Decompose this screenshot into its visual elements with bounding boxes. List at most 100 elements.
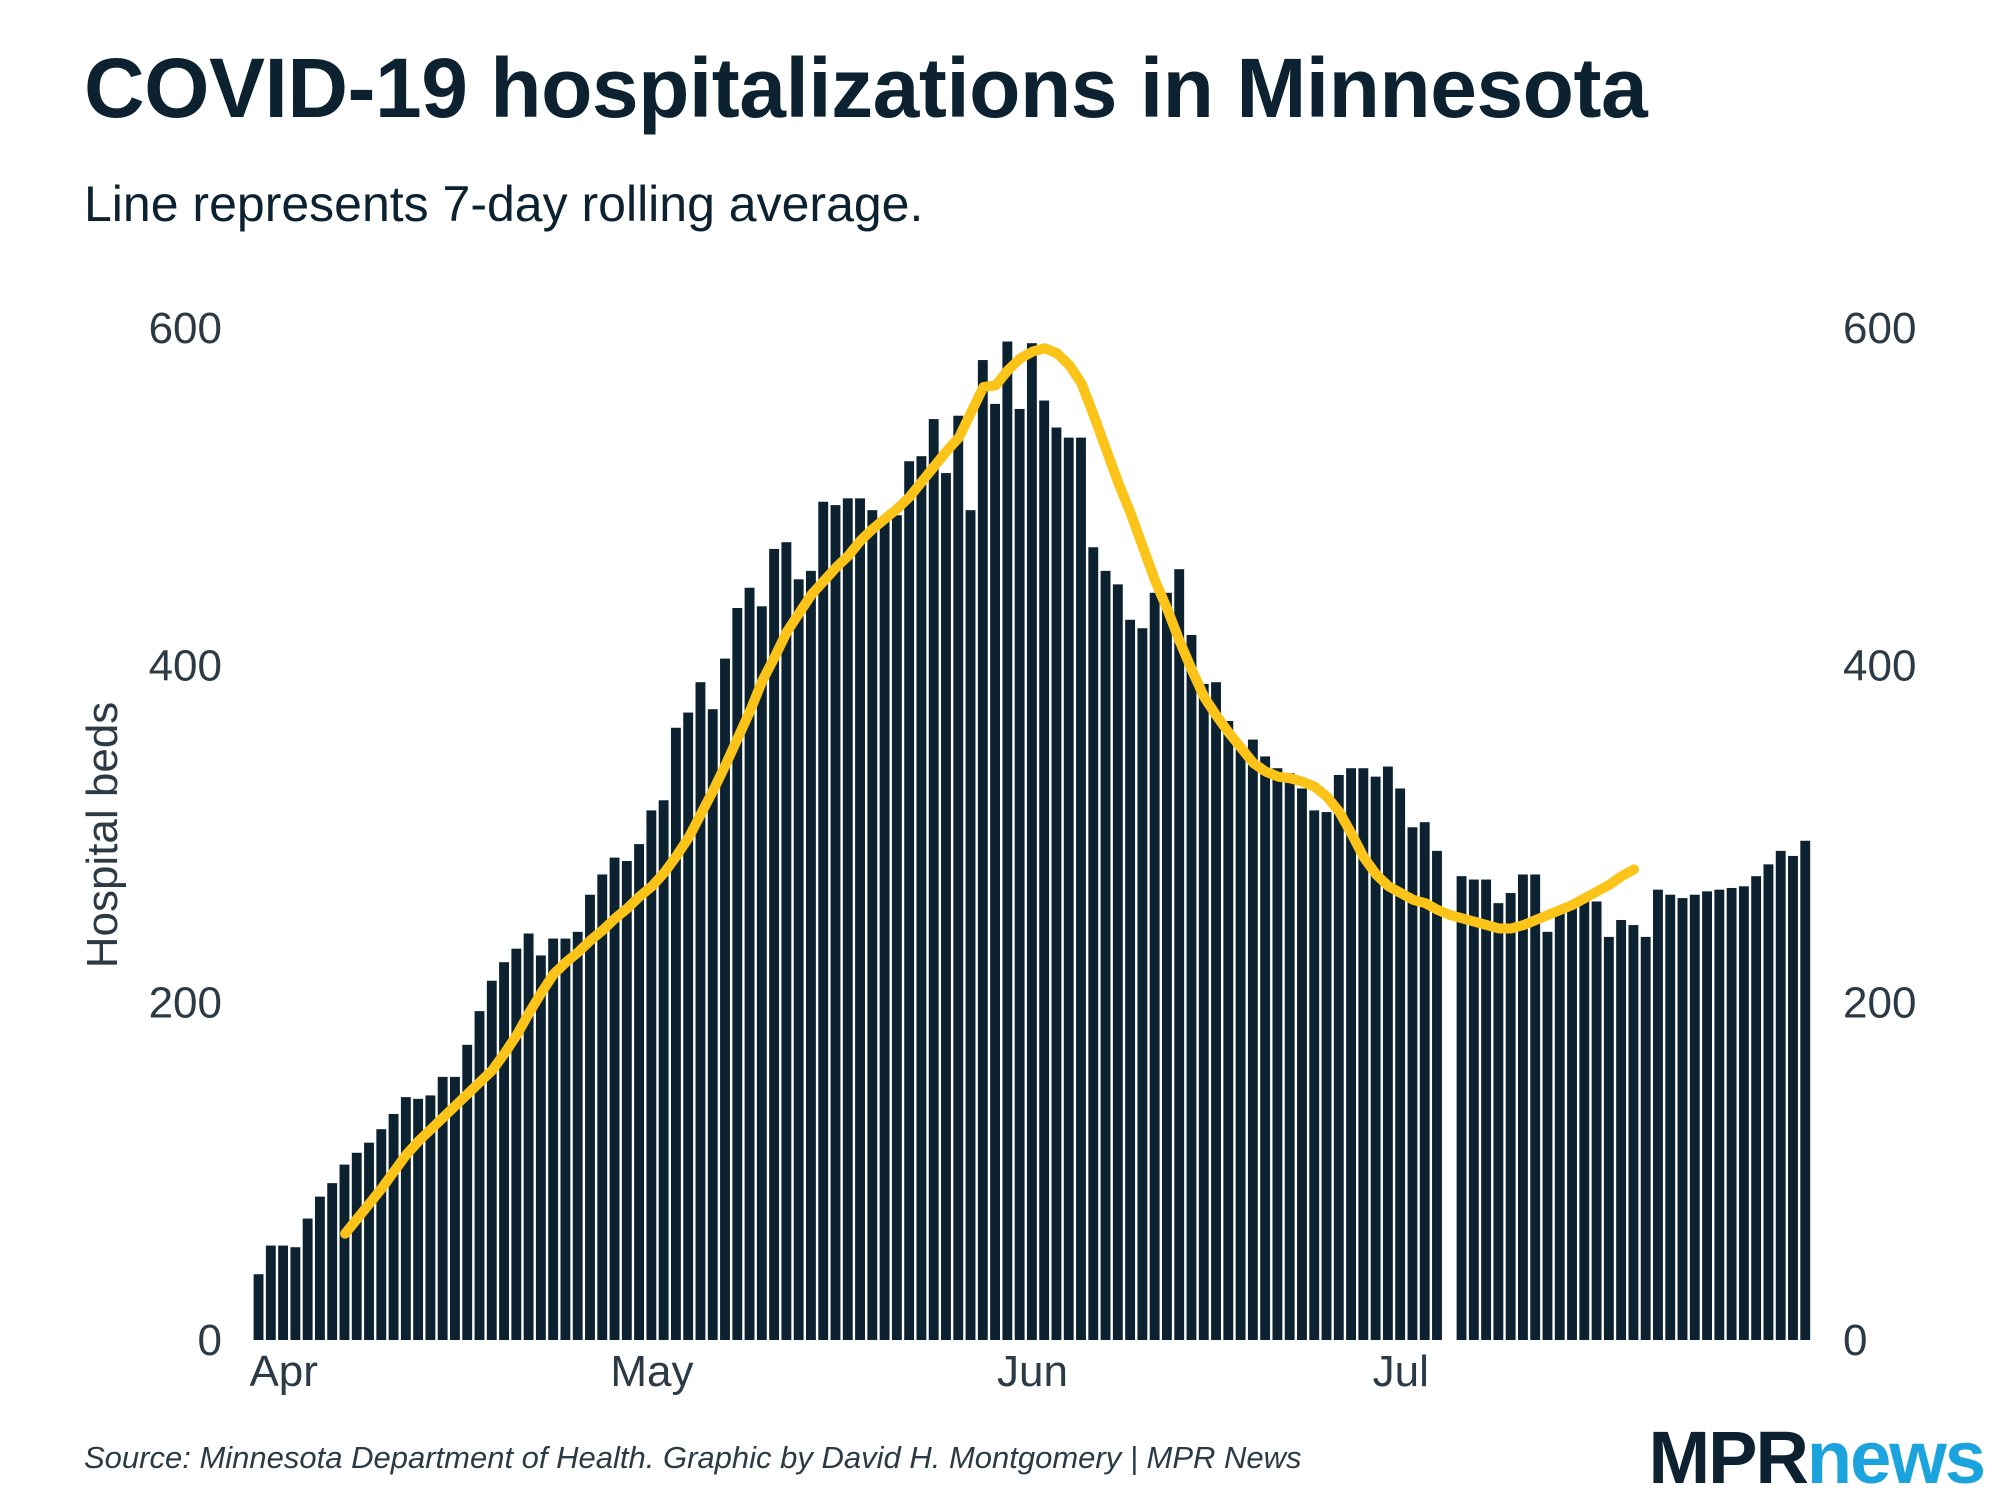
y-axis-label: Hospital beds: [78, 702, 127, 969]
bar: [732, 607, 743, 1340]
bar: [400, 1097, 411, 1340]
bar: [1186, 634, 1197, 1340]
bar: [658, 800, 669, 1340]
mpr-news-logo: MPRnews: [1648, 1415, 1986, 1500]
bar: [511, 948, 522, 1340]
chart-title: COVID-19 hospitalizations in Minnesota: [84, 41, 1648, 135]
bar: [683, 712, 694, 1340]
y-tick-label-right: 400: [1843, 641, 1916, 690]
bar: [720, 658, 730, 1340]
bar: [1800, 840, 1811, 1340]
x-tick-label: May: [610, 1347, 693, 1396]
bar: [793, 579, 804, 1340]
bar: [1039, 400, 1050, 1340]
bar: [916, 456, 927, 1340]
bar: [1063, 437, 1074, 1340]
bar: [842, 498, 853, 1341]
bar: [609, 857, 620, 1340]
bar: [1198, 683, 1209, 1340]
bar: [977, 360, 988, 1340]
bar: [450, 1076, 460, 1340]
bar: [867, 510, 878, 1340]
bar: [1775, 850, 1786, 1340]
bar: [1788, 855, 1798, 1340]
bar: [413, 1098, 424, 1340]
bar: [437, 1076, 448, 1340]
bar: [1689, 894, 1700, 1340]
bar: [1112, 584, 1123, 1340]
bar: [364, 1142, 374, 1340]
bar: [302, 1218, 313, 1340]
bar: [327, 1183, 338, 1340]
logo-mpr-text: MPR: [1648, 1416, 1808, 1499]
bar: [376, 1129, 387, 1340]
bar: [1542, 931, 1553, 1340]
bar: [1763, 864, 1774, 1340]
bars-group: [253, 341, 1811, 1341]
bar: [1223, 720, 1234, 1340]
bar: [523, 933, 534, 1340]
bar: [1358, 768, 1369, 1340]
bar: [1714, 889, 1725, 1340]
bar: [990, 403, 1001, 1340]
y-tick-label-left: 0: [198, 1316, 222, 1365]
chart-svg: 0 0 200 200 400 400 600 600 Apr May Jun Jul Hospita…: [78, 304, 1917, 1396]
bar: [351, 1152, 362, 1340]
bar: [1579, 901, 1590, 1340]
bar: [1481, 879, 1492, 1340]
bar: [1628, 925, 1639, 1340]
bar: [806, 570, 816, 1340]
bar: [253, 1274, 264, 1340]
bar: [1395, 788, 1406, 1340]
bar: [462, 1044, 473, 1340]
bar: [855, 498, 865, 1341]
bar: [1517, 874, 1528, 1340]
source-note: Source: Minnesota Department of Health. …: [84, 1440, 1302, 1475]
bar: [1014, 408, 1025, 1341]
bar: [879, 520, 890, 1340]
bar: [1591, 901, 1602, 1340]
bar: [1088, 547, 1099, 1340]
bar: [1161, 592, 1172, 1340]
bar: [290, 1247, 301, 1340]
bar: [278, 1245, 289, 1340]
bar: [1260, 756, 1271, 1340]
bar: [1137, 628, 1148, 1340]
bar: [486, 980, 497, 1340]
bar: [1751, 876, 1762, 1340]
bar: [1297, 788, 1307, 1340]
y-tick-label-left: 200: [149, 979, 222, 1028]
bar: [1665, 894, 1676, 1340]
bar: [1456, 876, 1467, 1340]
bar: [891, 515, 902, 1340]
bar: [756, 606, 767, 1340]
x-tick-label: Apr: [249, 1347, 317, 1396]
bar: [781, 542, 792, 1340]
bar: [1738, 886, 1749, 1340]
bar: [621, 860, 632, 1340]
bar: [1235, 747, 1246, 1340]
bar: [1346, 768, 1357, 1340]
bar: [1530, 874, 1541, 1340]
x-tick-label: Jul: [1373, 1347, 1429, 1396]
bar: [474, 1011, 485, 1340]
bar: [695, 682, 706, 1340]
bar: [904, 461, 915, 1340]
bar: [1653, 889, 1663, 1340]
x-tick-label: Jun: [997, 1347, 1068, 1396]
bar: [388, 1113, 399, 1340]
bar: [1333, 774, 1344, 1340]
bar: [425, 1095, 436, 1340]
bar: [1272, 768, 1283, 1340]
bar: [548, 938, 559, 1340]
bar: [499, 962, 509, 1340]
axes-group: 0 0 200 200 400 400 600 600 Apr May Jun Jul: [149, 304, 1917, 1396]
bar: [339, 1164, 350, 1340]
bar: [597, 874, 608, 1340]
y-tick-label-right: 0: [1843, 1316, 1867, 1365]
bar: [1309, 810, 1320, 1340]
bar: [769, 548, 780, 1340]
y-tick-label-right: 600: [1843, 304, 1916, 353]
bar: [1468, 879, 1479, 1340]
bar: [1247, 739, 1258, 1340]
